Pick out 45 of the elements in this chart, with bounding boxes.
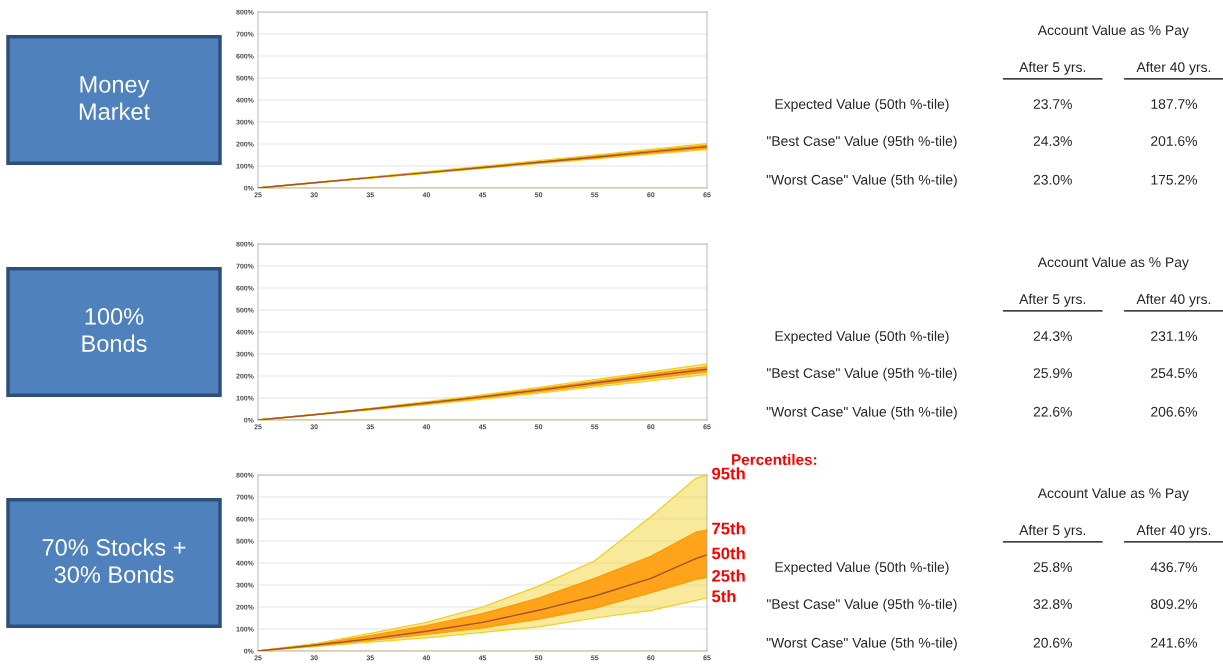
text: "Best Case" Value (95th %-tile) — [766, 135, 957, 149]
series-label: 5th — [712, 589, 736, 603]
text: 23.7% — [1033, 99, 1072, 110]
text: 24.3% — [1033, 136, 1072, 146]
text: "Best Case" Value (95th %-tile) — [766, 598, 957, 612]
text: 809.2% — [1151, 599, 1198, 609]
series-label: 50th — [712, 547, 745, 560]
text: Money Market — [79, 76, 150, 120]
text: Account Value as % Pay — [1037, 487, 1189, 501]
text: Expected Value (50th %-tile) — [775, 98, 949, 112]
text: After 40 yrs. — [1136, 61, 1211, 75]
text: "Worst Case" Value (5th %-tile) — [766, 406, 957, 420]
text: Expected Value (50th %-tile) — [775, 561, 949, 575]
text: 25.8% — [1033, 562, 1072, 573]
text: 24.3% — [1033, 331, 1072, 342]
text: Account Value as % Pay — [1037, 256, 1189, 270]
text: "Worst Case" Value (5th %-tile) — [766, 637, 957, 651]
text: 23.0% — [1033, 174, 1072, 185]
text: 187.7% — [1151, 99, 1198, 110]
text: 436.7% — [1150, 562, 1198, 573]
text: After 5 yrs. — [1019, 524, 1086, 538]
text: 206.6% — [1151, 406, 1198, 417]
text: 32.8% — [1033, 599, 1072, 609]
text: 241.6% — [1151, 637, 1198, 648]
text: 201.6% — [1151, 136, 1198, 146]
text: Account Value as % Pay — [1037, 24, 1189, 38]
text: Expected Value (50th %-tile) — [775, 330, 949, 344]
text: 25.9% — [1033, 368, 1072, 378]
text: 100% Bonds — [82, 308, 147, 352]
text: 70% Stocks + 30% Bonds — [42, 538, 186, 583]
text: Percentiles: — [732, 453, 817, 466]
series-label: 95th — [712, 467, 745, 480]
text: 175.2% — [1151, 174, 1198, 185]
text: 254.5% — [1151, 368, 1198, 378]
text: After 40 yrs. — [1136, 524, 1211, 538]
text: "Best Case" Value (95th %-tile) — [766, 367, 957, 381]
series-label: 75th — [712, 522, 745, 535]
text: After 40 yrs. — [1136, 293, 1211, 307]
text: After 5 yrs. — [1019, 293, 1086, 307]
text: 231.1% — [1151, 331, 1198, 342]
text: 20.6% — [1033, 637, 1072, 648]
series-label: 25th — [712, 569, 745, 582]
text: After 5 yrs. — [1019, 61, 1086, 75]
text: "Worst Case" Value (5th %-tile) — [766, 174, 957, 188]
text: 22.6% — [1033, 406, 1072, 417]
